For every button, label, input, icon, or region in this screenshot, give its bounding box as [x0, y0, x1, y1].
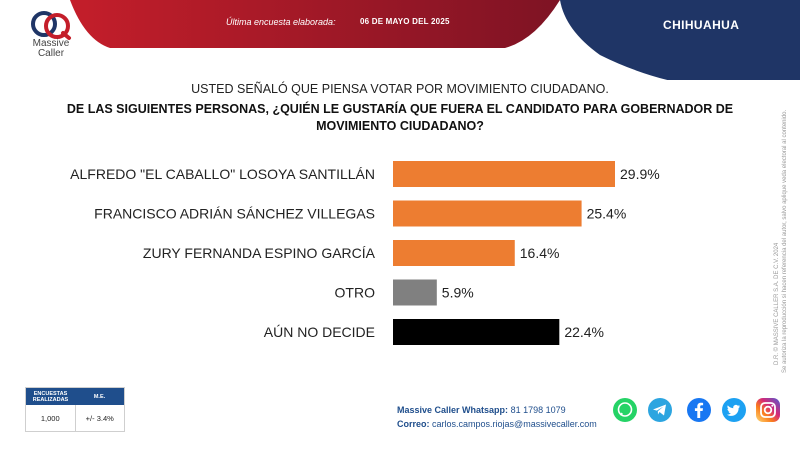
bar: [393, 240, 515, 266]
bar-chart: ALFREDO "EL CABALLO" LOSOYA SANTILLÁN 29.…: [70, 161, 660, 345]
value-label: 16.4%: [520, 245, 560, 261]
email-address[interactable]: carlos.campos.riojas@massivecaller.com: [432, 419, 597, 429]
instagram-icon[interactable]: [755, 397, 781, 423]
brand-line2: Caller: [37, 48, 65, 59]
header-navy-shape: [560, 0, 800, 80]
value-label: 22.4%: [564, 324, 604, 340]
bar: [393, 200, 582, 227]
facebook-icon[interactable]: [686, 397, 712, 423]
whatsapp-contact: Massive Caller Whatsapp: 81 1798 1079: [397, 405, 566, 415]
brand-line1: Massive: [32, 38, 70, 49]
copyright-line2: Se autoriza la reproducción si hacen ref…: [782, 109, 788, 373]
brand-name: Massive Caller: [18, 39, 84, 59]
bar: [393, 319, 560, 345]
last-survey-label: Última encuesta elaborada:: [226, 17, 336, 27]
survey-info-table: ENCUESTAS REALIZADAS M.E. 1,000 +/- 3.4%: [25, 387, 125, 432]
value-label: 5.9%: [442, 285, 474, 301]
surveys-header: ENCUESTAS REALIZADAS: [32, 390, 69, 403]
value-label: 29.9%: [620, 166, 660, 182]
last-survey-date: 06 DE MAYO DEL 2025: [360, 17, 450, 26]
category-label: FRANCISCO ADRIÁN SÁNCHEZ VILLEGAS: [94, 206, 375, 222]
category-label: AÚN NO DECIDE: [264, 324, 375, 340]
massive-caller-logo: [31, 11, 71, 40]
twitter-icon[interactable]: [721, 397, 747, 423]
email-contact: Correo: carlos.campos.riojas@massivecall…: [397, 419, 597, 429]
copyright-line1: D.R. © MASSIVE CALLER S.A. DE C.V. 2024: [774, 242, 780, 365]
bar: [393, 161, 615, 187]
copyright-note: D.R. © MASSIVE CALLER S.A. DE C.V. 2024 …: [760, 95, 800, 375]
margin-error-header: M.E.: [93, 393, 106, 400]
value-label: 25.4%: [587, 206, 627, 222]
question-intro: USTED SEÑALÓ QUE PIENSA VOTAR POR MOVIMI…: [191, 82, 609, 96]
telegram-icon[interactable]: [647, 397, 673, 423]
email-label: Correo:: [397, 419, 430, 429]
category-label: OTRO: [335, 285, 376, 301]
header-background: [70, 0, 800, 80]
whatsapp-number: 81 1798 1079: [510, 405, 566, 415]
question-main: DE LAS SIGUIENTES PERSONAS, ¿QUIÉN LE GU…: [66, 102, 734, 133]
margin-error-value: +/- 3.4%: [74, 405, 125, 431]
state-name: CHIHUAHUA: [663, 18, 740, 32]
category-label: ALFREDO "EL CABALLO" LOSOYA SANTILLÁN: [70, 166, 375, 182]
surveys-value: 1,000: [40, 413, 60, 423]
whatsapp-label: Massive Caller Whatsapp:: [397, 405, 509, 415]
whatsapp-icon[interactable]: [612, 397, 638, 423]
header-red-band: [70, 0, 560, 48]
bar: [393, 279, 437, 306]
category-label: ZURY FERNANDA ESPINO GARCÍA: [143, 245, 376, 261]
